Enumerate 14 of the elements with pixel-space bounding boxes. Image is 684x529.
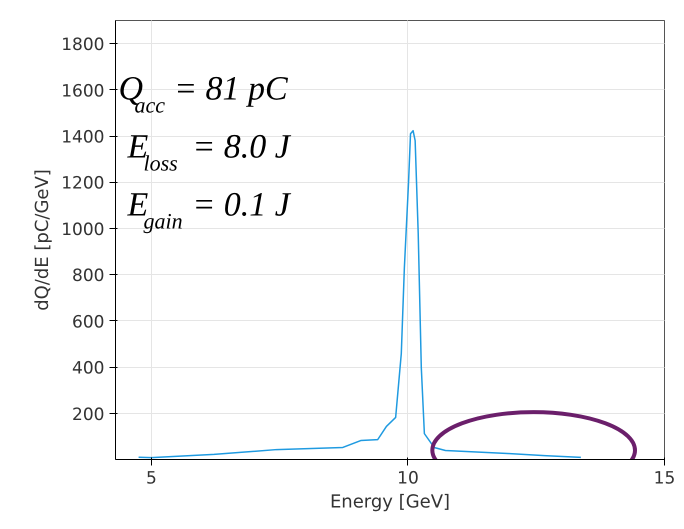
y-tick-label: 1800 xyxy=(61,35,104,56)
y-tick-label: 600 xyxy=(72,312,105,332)
x-tick-label: 15 xyxy=(654,468,676,488)
x-axis-title: Energy [GeV] xyxy=(330,492,450,512)
y-tick-label: 1000 xyxy=(61,220,104,240)
y-axis-title: dQ/dE [pC/GeV] xyxy=(32,169,54,311)
y-tick-label: 1400 xyxy=(61,128,104,148)
y-tick-label: 400 xyxy=(72,358,105,379)
y-tick-label: 200 xyxy=(72,404,105,425)
x-tick-label: 10 xyxy=(397,468,419,488)
x-tick-label: 5 xyxy=(146,468,157,488)
y-tick-label: 1600 xyxy=(61,81,104,102)
y-tick-label: 800 xyxy=(72,266,105,286)
y-tick-label: 1200 xyxy=(61,174,104,194)
